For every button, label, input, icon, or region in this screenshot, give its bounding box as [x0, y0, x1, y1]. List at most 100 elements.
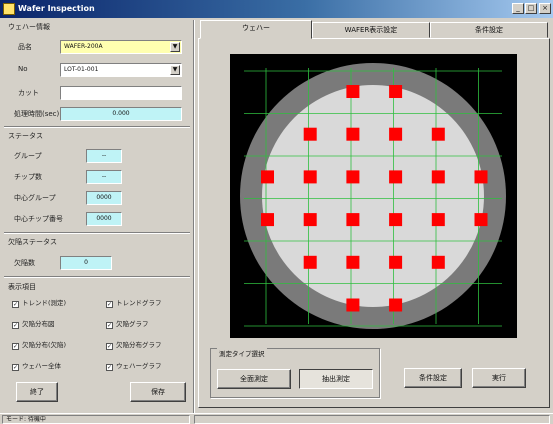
window-title: Wafer Inspection [18, 4, 95, 13]
type-value: WAFER-200A [64, 43, 103, 50]
apply-button[interactable]: 実行 [472, 368, 526, 388]
chevron-down-icon[interactable]: ▼ [170, 65, 180, 75]
checkbox-label: ウェハーグラフ [116, 362, 162, 370]
tab-wafer-display[interactable]: WAFER表示設定 [312, 22, 430, 38]
defect-chip[interactable] [346, 127, 360, 141]
measure-type-title: 測定タイプ選択 [217, 348, 267, 358]
checkbox-item[interactable]: ✓ 欠陥分布図 [12, 318, 55, 329]
defect-chip[interactable] [389, 213, 403, 227]
status-row-label: チップ数 [14, 173, 42, 181]
defect-chip[interactable] [303, 170, 317, 184]
defect-chip[interactable] [346, 213, 360, 227]
maximize-button[interactable]: □ [525, 3, 537, 14]
checkbox-icon[interactable]: ✓ [106, 343, 113, 350]
status-row-label: 中心チップ番号 [14, 215, 63, 223]
type-dropdown[interactable]: WAFER-200A ▼ [60, 40, 182, 54]
defect-chip[interactable] [346, 298, 360, 312]
defect-chip[interactable] [261, 213, 274, 227]
divider [4, 276, 190, 278]
minimize-button[interactable]: _ [512, 3, 524, 14]
tab-panel [198, 38, 550, 408]
status-bar: モード: 待機中 [0, 413, 553, 424]
checkbox-icon[interactable]: ✓ [106, 301, 113, 308]
display-items-title: 表示項目 [8, 283, 36, 291]
defect-chip[interactable] [303, 213, 317, 227]
checkbox-icon[interactable]: ✓ [12, 301, 19, 308]
cut-label: カット [18, 89, 39, 97]
chevron-down-icon[interactable]: ▼ [170, 42, 180, 52]
close-button[interactable]: × [539, 3, 551, 14]
wafer-map[interactable] [230, 54, 522, 338]
tab-conditions[interactable]: 条件設定 [430, 22, 548, 38]
defect-chip[interactable] [346, 255, 360, 269]
defect-chip[interactable] [474, 170, 488, 184]
checkbox-item[interactable]: ✓ ウェハー全体 [12, 360, 61, 371]
lot-value: LOT-01-001 [64, 66, 99, 73]
defect-chip[interactable] [389, 85, 403, 98]
full-measure-button[interactable]: 全面測定 [217, 369, 291, 389]
save-button[interactable]: 保存 [130, 382, 186, 402]
sample-measure-button[interactable]: 抽出測定 [299, 369, 373, 389]
time-value: 0.000 [60, 107, 182, 121]
divider [4, 126, 190, 128]
lot-label: No [18, 65, 28, 73]
defect-chip[interactable] [389, 255, 403, 269]
status-row-label: グループ [14, 152, 42, 160]
checkbox-icon[interactable]: ✓ [106, 322, 113, 329]
defect-chip[interactable] [389, 298, 403, 312]
lot-dropdown[interactable]: LOT-01-001 ▼ [60, 63, 182, 77]
panel-divider [193, 20, 195, 413]
defect-status-title: 欠陥ステータス [8, 238, 57, 246]
cut-input[interactable] [60, 86, 182, 100]
checkbox-item[interactable]: ✓ ウェハーグラフ [106, 360, 162, 371]
checkbox-icon[interactable]: ✓ [12, 322, 19, 329]
checkbox-icon[interactable]: ✓ [106, 364, 113, 371]
checkbox-label: トレンド(測定) [22, 299, 67, 307]
defect-chip[interactable] [389, 170, 403, 184]
checkbox-item[interactable]: ✓ 欠陥グラフ [106, 318, 149, 329]
defect-chip[interactable] [389, 127, 403, 141]
defect-chip[interactable] [431, 170, 445, 184]
wafer-info-title: ウェハー情報 [8, 23, 50, 31]
defect-chip[interactable] [431, 255, 445, 269]
wafer-grid [244, 68, 522, 327]
checkbox-item[interactable]: ✓ トレンド(測定) [12, 297, 66, 308]
status-bar-right [194, 415, 550, 424]
defect-chip[interactable] [303, 127, 317, 141]
time-label: 処理時間(sec) [14, 110, 60, 118]
checkbox-icon[interactable]: ✓ [12, 364, 19, 371]
wafer-surface [262, 85, 484, 307]
checkbox-item[interactable]: ✓ トレンドグラフ [106, 297, 162, 308]
tab-wafer[interactable]: ウェハー [200, 20, 312, 39]
status-title: ステータス [8, 132, 43, 140]
wafer-map-svg [240, 63, 522, 329]
checkbox-item[interactable]: ✓ 欠陥分布(欠陥) [12, 339, 66, 350]
defect-chip[interactable] [346, 170, 360, 184]
defect-chip[interactable] [431, 127, 445, 141]
defect-chip[interactable] [303, 255, 317, 269]
checkbox-icon[interactable]: ✓ [12, 343, 19, 350]
checkbox-label: トレンドグラフ [116, 299, 162, 307]
checkbox-label: 欠陥分布(欠陥) [22, 341, 67, 349]
status-row-value: 0000 [86, 212, 122, 226]
checkbox-label: 欠陥分布グラフ [116, 341, 162, 349]
defect-count-value: 0 [60, 256, 112, 270]
settings-button[interactable]: 条件設定 [404, 368, 462, 388]
divider [4, 232, 190, 234]
left-panel: ウェハー情報 品名 WAFER-200A ▼ No LOT-01-001 ▼ カ… [2, 20, 192, 413]
defect-count-label: 欠陥数 [14, 259, 35, 267]
defect-chip[interactable] [261, 170, 274, 184]
defect-chip[interactable] [431, 213, 445, 227]
exit-button[interactable]: 終了 [16, 382, 58, 402]
status-row-label: 中心グループ [14, 194, 56, 202]
checkbox-label: 欠陥分布図 [22, 320, 55, 328]
defect-chip[interactable] [346, 85, 360, 98]
status-bar-left: モード: 待機中 [2, 415, 190, 424]
checkbox-item[interactable]: ✓ 欠陥分布グラフ [106, 339, 162, 350]
measure-type-group: 測定タイプ選択 全面測定 抽出測定 [210, 348, 380, 398]
status-row-value: -- [86, 170, 122, 184]
checkbox-label: 欠陥グラフ [116, 320, 149, 328]
status-row-value: 0000 [86, 191, 122, 205]
type-label: 品名 [18, 43, 32, 51]
defect-chip[interactable] [474, 213, 488, 227]
